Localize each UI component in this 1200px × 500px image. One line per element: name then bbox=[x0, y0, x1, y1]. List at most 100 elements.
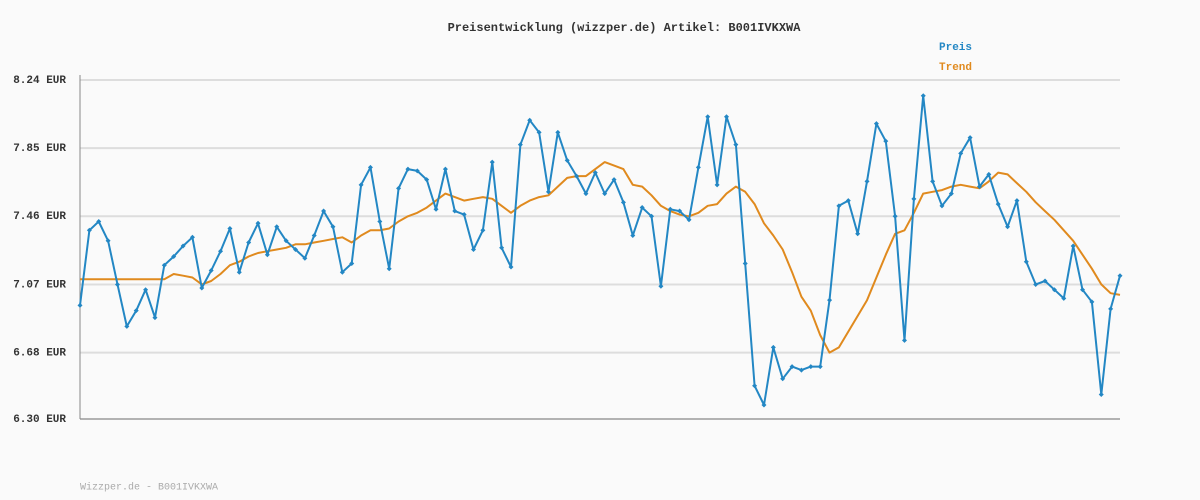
point bbox=[930, 178, 936, 184]
point bbox=[1098, 392, 1104, 398]
point bbox=[105, 238, 111, 244]
point bbox=[442, 166, 448, 172]
point bbox=[1108, 306, 1114, 312]
point bbox=[976, 184, 982, 190]
point bbox=[77, 302, 83, 308]
point bbox=[836, 203, 842, 209]
point bbox=[864, 178, 870, 184]
point bbox=[480, 227, 486, 233]
series-line bbox=[80, 161, 1121, 354]
series-line bbox=[79, 94, 1121, 406]
point bbox=[873, 121, 879, 127]
point bbox=[667, 206, 673, 212]
point bbox=[714, 182, 720, 188]
y-tick-label: 6.30 EUR bbox=[13, 414, 66, 426]
legend-label: Trend bbox=[939, 62, 972, 74]
point bbox=[396, 185, 402, 191]
point bbox=[96, 219, 102, 225]
point bbox=[939, 203, 945, 209]
legend-label: Preis bbox=[939, 42, 972, 54]
point bbox=[808, 364, 814, 370]
point bbox=[639, 205, 645, 211]
point bbox=[1042, 278, 1048, 284]
point bbox=[489, 159, 495, 165]
point bbox=[227, 226, 233, 232]
point bbox=[574, 173, 580, 179]
point bbox=[208, 267, 214, 273]
point bbox=[171, 253, 177, 259]
point bbox=[255, 220, 261, 226]
y-tick-label: 8.24 EUR bbox=[13, 75, 66, 87]
point bbox=[349, 260, 355, 266]
point bbox=[1005, 224, 1011, 230]
point bbox=[789, 364, 795, 370]
point bbox=[677, 208, 683, 214]
point bbox=[405, 166, 411, 172]
point bbox=[827, 297, 833, 303]
point bbox=[311, 233, 317, 239]
point bbox=[845, 198, 851, 204]
point bbox=[911, 196, 917, 202]
point bbox=[152, 315, 158, 321]
point bbox=[1023, 259, 1029, 265]
point bbox=[892, 213, 898, 219]
point bbox=[189, 234, 195, 240]
point bbox=[1070, 243, 1076, 249]
point bbox=[508, 264, 514, 270]
point bbox=[1117, 273, 1123, 279]
point bbox=[377, 219, 383, 225]
point bbox=[649, 213, 655, 219]
y-tick-label: 7.07 EUR bbox=[13, 279, 66, 291]
point bbox=[545, 189, 551, 195]
point bbox=[386, 266, 392, 272]
point bbox=[321, 208, 327, 214]
point bbox=[499, 245, 505, 251]
point bbox=[330, 224, 336, 230]
point bbox=[180, 243, 186, 249]
point bbox=[592, 170, 598, 176]
point bbox=[1061, 295, 1067, 301]
point bbox=[958, 150, 964, 156]
point bbox=[218, 248, 224, 254]
point bbox=[367, 164, 373, 170]
point bbox=[358, 182, 364, 188]
point bbox=[274, 224, 280, 230]
point bbox=[948, 191, 954, 197]
point bbox=[292, 247, 298, 252]
point bbox=[264, 252, 270, 258]
point bbox=[517, 142, 523, 148]
point bbox=[143, 287, 149, 293]
point bbox=[967, 135, 973, 141]
point bbox=[770, 344, 776, 350]
point bbox=[424, 177, 430, 183]
point bbox=[236, 269, 242, 275]
point bbox=[733, 142, 739, 148]
point bbox=[452, 208, 458, 214]
point bbox=[461, 212, 467, 218]
y-tick-label: 7.85 EUR bbox=[13, 143, 66, 155]
point bbox=[761, 402, 767, 408]
point bbox=[433, 206, 439, 212]
chart-title: Preisentwicklung (wizzper.de) Artikel: B… bbox=[448, 21, 802, 35]
point bbox=[114, 281, 120, 287]
point bbox=[780, 376, 786, 382]
point bbox=[527, 117, 533, 123]
y-tick-label: 7.46 EUR bbox=[13, 211, 66, 223]
point bbox=[1089, 299, 1095, 305]
point bbox=[1080, 287, 1086, 293]
point bbox=[283, 238, 289, 244]
point bbox=[414, 168, 420, 174]
point bbox=[630, 233, 636, 239]
point bbox=[199, 285, 205, 291]
point bbox=[536, 129, 542, 135]
point bbox=[752, 383, 758, 389]
point bbox=[471, 247, 477, 252]
point bbox=[1014, 198, 1020, 204]
point bbox=[817, 364, 823, 370]
point bbox=[1033, 281, 1039, 287]
point bbox=[133, 308, 139, 314]
point bbox=[883, 138, 889, 144]
point bbox=[723, 114, 729, 120]
point bbox=[602, 191, 608, 197]
